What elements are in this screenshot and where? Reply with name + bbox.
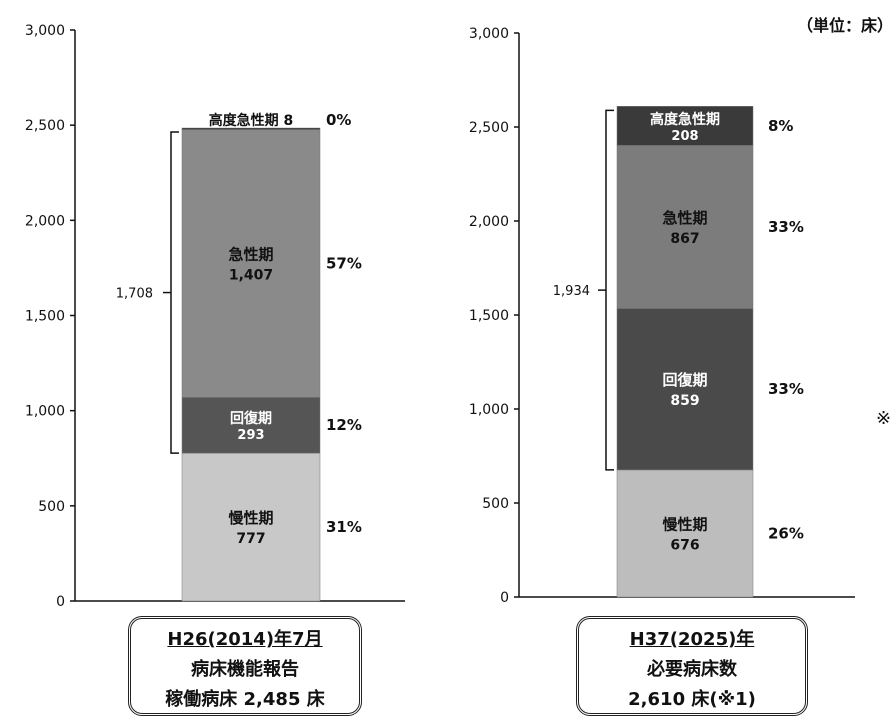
segment-label: 高度急性期 8 [209, 112, 294, 129]
bar-segment [616, 145, 754, 309]
bar-segment [181, 129, 321, 398]
caption-right: H37(2025)年 必要病床数 2,610 床(※1) [576, 616, 808, 716]
bracket-label: 1,708 [116, 287, 153, 302]
segment-name: 急性期 [662, 209, 707, 227]
segment-percent: 57% [326, 254, 362, 272]
bar-segment [181, 397, 321, 454]
bar-segment [616, 308, 754, 471]
segment-name: 回復期 [662, 371, 707, 389]
segment-name: 慢性期 [228, 509, 273, 527]
bracket [170, 131, 179, 454]
segment-value: 208 [671, 129, 698, 144]
y-tick-label: 500 [482, 496, 509, 512]
bracket [605, 109, 614, 471]
y-tick-label: 1,000 [25, 404, 65, 420]
segment-percent: 8% [768, 117, 793, 135]
segment-name: 回復期 [230, 410, 272, 427]
segment-percent: 0% [326, 111, 351, 129]
side-note: ※ [876, 408, 892, 429]
y-tick-label: 0 [56, 594, 65, 610]
segment-value: 867 [670, 231, 699, 247]
unit-label: （単位：床） [796, 16, 893, 35]
segment-name: 高度急性期 [650, 111, 720, 128]
y-tick-label: 2,000 [469, 214, 509, 230]
bar-segment [181, 127, 321, 130]
segment-percent: 12% [326, 416, 362, 434]
bracket-label: 1,934 [553, 284, 590, 299]
y-tick-label: 1,500 [469, 308, 509, 324]
segment-percent: 26% [768, 524, 804, 542]
caption-right-line2: 必要病床数 [647, 659, 737, 680]
segment-value: 1,407 [229, 267, 273, 283]
segment-name: 急性期 [228, 245, 273, 263]
bar-segment [616, 469, 754, 598]
segment-percent: 33% [768, 218, 804, 236]
y-tick-label: 1,500 [25, 309, 65, 325]
y-tick-label: 2,500 [25, 118, 65, 134]
y-tick-label: 2,500 [469, 120, 509, 136]
bar-segment [616, 106, 754, 146]
segment-value: 777 [236, 531, 265, 547]
segment-value: 859 [670, 393, 699, 409]
y-tick-label: 2,000 [25, 213, 65, 229]
caption-left-line3: 稼働病床 2,485 床 [165, 689, 325, 710]
caption-left-line1: H26(2014)年7月 [167, 629, 323, 650]
caption-left-line2: 病床機能報告 [191, 659, 299, 680]
caption-right-line3: 2,610 床(※1) [628, 689, 756, 710]
segment-name: 慢性期 [662, 515, 707, 533]
y-tick-label: 3,000 [469, 26, 509, 42]
y-tick-label: 3,000 [25, 23, 65, 39]
bar-segment [181, 452, 321, 602]
y-tick-label: 1,000 [469, 402, 509, 418]
y-tick-label: 0 [500, 590, 509, 606]
caption-left: H26(2014)年7月 病床機能報告 稼働病床 2,485 床 [128, 616, 362, 716]
segment-percent: 31% [326, 518, 362, 536]
y-tick-label: 500 [38, 499, 65, 515]
segment-value: 293 [237, 428, 264, 443]
segment-value: 676 [670, 537, 699, 553]
segment-percent: 33% [768, 380, 804, 398]
caption-right-line1: H37(2025)年 [629, 629, 755, 650]
